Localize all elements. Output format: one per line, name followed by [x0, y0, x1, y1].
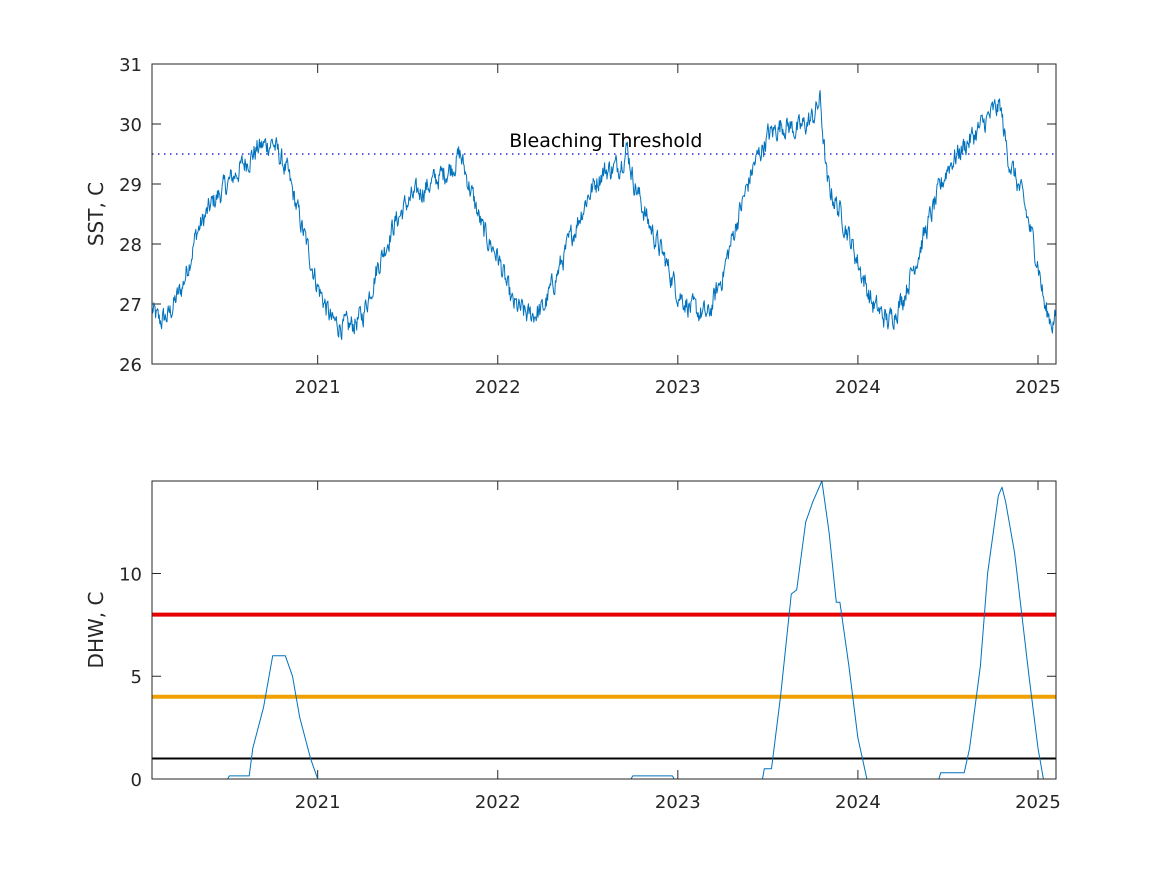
dhw-y-axis-label: DHW, C [84, 592, 108, 669]
y-tick-label: 10 [119, 564, 142, 585]
x-tick-label: 2024 [835, 792, 881, 813]
y-tick-label: 30 [119, 115, 142, 136]
dhw-threshold-lines [152, 612, 1056, 760]
x-tick-label: 2025 [1015, 792, 1061, 813]
bleaching-threshold-label: Bleaching Threshold [509, 130, 702, 152]
dhw-series-line [152, 480, 1056, 780]
sst-panel: 2021 2022 2023 2024 2025 26 27 28 29 30 31 SST, C… [84, 55, 1061, 398]
x-tick-label: 2022 [475, 377, 521, 398]
y-tick-label: 26 [119, 355, 142, 376]
dhw-y-tick-labels: 0 5 10 [119, 564, 142, 791]
dhw-x-tick-labels: 2021 2022 2023 2024 2025 [295, 792, 1061, 813]
x-tick-label: 2023 [655, 792, 701, 813]
dhw-series [152, 480, 1056, 780]
x-tick-label: 2025 [1015, 377, 1061, 398]
dhw-axes-box [151, 480, 1057, 780]
y-tick-label: 29 [119, 175, 142, 196]
y-tick-label: 31 [119, 55, 142, 76]
x-tick-label: 2022 [475, 792, 521, 813]
x-tick-label: 2023 [655, 377, 701, 398]
x-tick-label: 2021 [295, 377, 341, 398]
x-tick-label: 2021 [295, 792, 341, 813]
sst-series [151, 90, 1057, 340]
sst-series-line [151, 90, 1057, 340]
x-tick-label: 2024 [835, 377, 881, 398]
y-tick-label: 5 [131, 667, 142, 688]
sst-y-axis-label: SST, C [84, 182, 108, 246]
y-tick-label: 0 [131, 770, 142, 791]
sst-x-tick-labels: 2021 2022 2023 2024 2025 [295, 377, 1061, 398]
sst-axes-box [151, 63, 1057, 365]
sst-y-tick-labels: 26 27 28 29 30 31 [119, 55, 142, 376]
y-tick-label: 28 [119, 235, 142, 256]
dhw-panel: 2021 2022 2023 2024 2025 0 5 10 DHW, C [84, 480, 1061, 813]
y-tick-label: 27 [119, 295, 142, 316]
